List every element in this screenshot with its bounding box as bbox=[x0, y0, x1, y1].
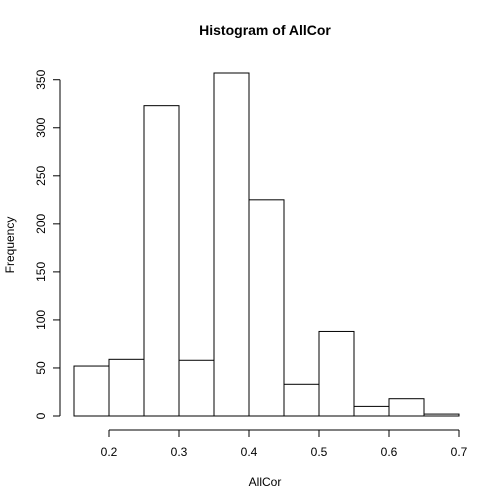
histogram-bar-5 bbox=[213, 72, 250, 417]
x-tick-label: 0.5 bbox=[311, 445, 328, 459]
x-axis: 0.2 0.3 0.4 0.5 0.6 0.7 bbox=[101, 429, 468, 459]
x-tick-label: 0.2 bbox=[101, 445, 118, 459]
x-tick-label: 0.4 bbox=[241, 445, 258, 459]
x-tick-label: 0.7 bbox=[451, 445, 468, 459]
y-tick-label: 350 bbox=[34, 69, 48, 89]
histogram-bar-1 bbox=[73, 365, 110, 417]
y-tick-label: 200 bbox=[34, 214, 48, 234]
histogram-bar-8 bbox=[318, 330, 355, 417]
y-tick-label: 250 bbox=[34, 165, 48, 185]
x-tick-label: 0.3 bbox=[171, 445, 188, 459]
x-tick-label: 0.6 bbox=[381, 445, 398, 459]
y-axis: 0 50 100 150 200 250 300 350 bbox=[34, 69, 61, 419]
y-tick-label: 150 bbox=[34, 262, 48, 282]
histogram-bar-11 bbox=[423, 413, 460, 417]
y-tick-label: 100 bbox=[34, 310, 48, 330]
x-axis-label: AllCor bbox=[249, 475, 282, 489]
histogram-bar-3 bbox=[143, 105, 180, 417]
chart-title: Histogram of AllCor bbox=[199, 22, 331, 38]
histogram-bar-9 bbox=[353, 405, 390, 417]
bars-group bbox=[73, 72, 460, 417]
histogram-bar-4 bbox=[178, 359, 215, 417]
histogram-bar-7 bbox=[283, 383, 320, 417]
y-tick-label: 50 bbox=[34, 361, 48, 375]
histogram-bar-6 bbox=[248, 199, 285, 417]
histogram-bar-2 bbox=[108, 358, 145, 417]
y-axis-label: Frequency bbox=[3, 217, 17, 274]
histogram-bar-10 bbox=[388, 398, 425, 417]
y-tick-label: 300 bbox=[34, 117, 48, 137]
y-tick-label: 0 bbox=[34, 412, 48, 419]
